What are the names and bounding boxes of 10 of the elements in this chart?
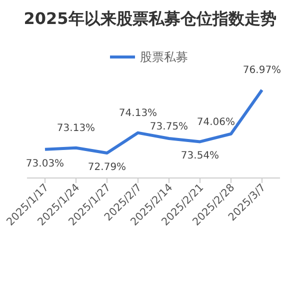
data-label: 73.75%	[150, 122, 188, 133]
data-label: 74.06%	[196, 116, 235, 128]
data-label: 73.03%	[26, 158, 64, 170]
data-label: 76.97%	[242, 65, 282, 76]
data-label: 72.79%	[88, 162, 126, 173]
legend-label: 股票私募	[140, 50, 188, 64]
data-label: 73.54%	[180, 150, 220, 162]
chart-title: 2025年以来股票私募仓位指数走势	[24, 9, 276, 28]
data-label: 74.13%	[118, 108, 158, 119]
data-label: 73.13%	[56, 122, 96, 134]
